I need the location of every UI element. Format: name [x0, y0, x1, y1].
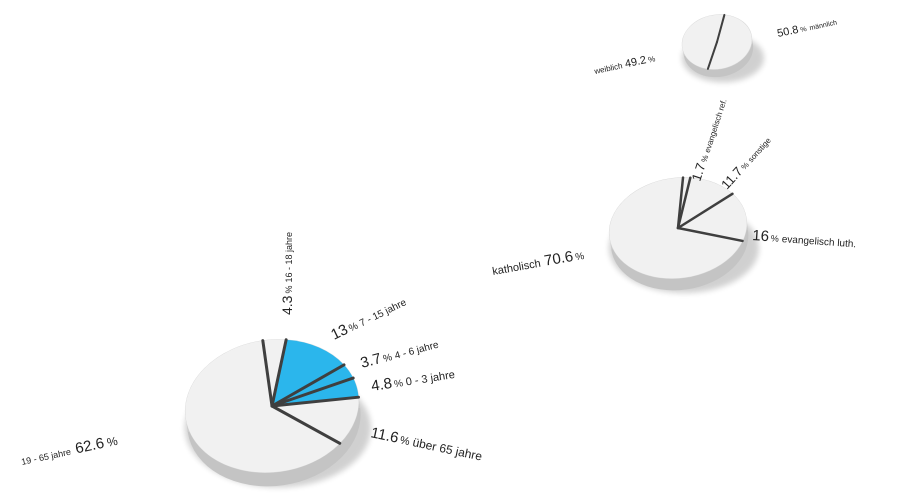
slice-separator — [676, 226, 744, 243]
slice-separator — [270, 395, 361, 408]
slice-katholisch — [609, 177, 743, 279]
slice-separator — [270, 338, 288, 408]
slice-sonstige — [678, 177, 733, 228]
pie-body — [681, 13, 754, 78]
slice-separator — [270, 376, 355, 408]
slice--ber-65-jahre — [272, 397, 359, 444]
slice-evangelisch-luth- — [678, 193, 747, 241]
slice-separator — [706, 41, 718, 70]
religion-label-evangelisch-luth: 16% evangelisch luth. — [752, 227, 857, 251]
age-label-over-65: 11.6%über 65 jahre — [369, 424, 484, 464]
gender-labels: weiblich49.2% 50.8%männlich — [592, 16, 838, 77]
slice-separator — [716, 13, 726, 43]
slice-16-18-jahre — [262, 339, 287, 406]
age-label-16-18: 4.3%16 - 18 jahre — [279, 232, 295, 315]
age-label-4-6: 3.7%4 - 6 jahre — [359, 335, 441, 372]
gender-pie: weiblich49.2% 50.8%männlich — [592, 13, 838, 83]
slice-19-65-jahre — [185, 340, 340, 473]
slice-separator — [261, 339, 274, 408]
religion-label-sonstige: 11.7%sonstige — [718, 132, 774, 192]
age-pie: 19 - 65 jahre 62.6% 4.3%16 - 18 jahre 13%… — [19, 232, 484, 488]
slice-separator — [270, 363, 346, 408]
pie-body — [608, 176, 749, 291]
age-label-7-15: 13%7 - 15 jahre — [328, 293, 409, 344]
slice-7-15-jahre — [272, 339, 344, 406]
slice-separator — [676, 192, 734, 230]
slice-separator — [270, 404, 342, 445]
age-label-19-65: 19 - 65 jahre 62.6% — [19, 432, 119, 469]
gender-label-weiblich: weiblich49.2% — [592, 52, 656, 77]
pie-body — [184, 338, 361, 487]
gender-label-maennlich: 50.8%männlich — [776, 16, 838, 40]
slice-weiblich — [682, 14, 725, 69]
religion-label-evangelisch-ref: 1.7%evangelisch ref. — [689, 96, 730, 183]
religion-label-katholisch: katholisch70.6% — [491, 246, 586, 279]
age-label-0-3: 4.8%0 - 3 jahre — [370, 365, 456, 395]
slice-m-nnlich — [707, 14, 752, 70]
slice-separator — [676, 176, 692, 230]
religion-pie: katholisch70.6% 1.7%evangelisch ref. 11.… — [491, 96, 857, 293]
